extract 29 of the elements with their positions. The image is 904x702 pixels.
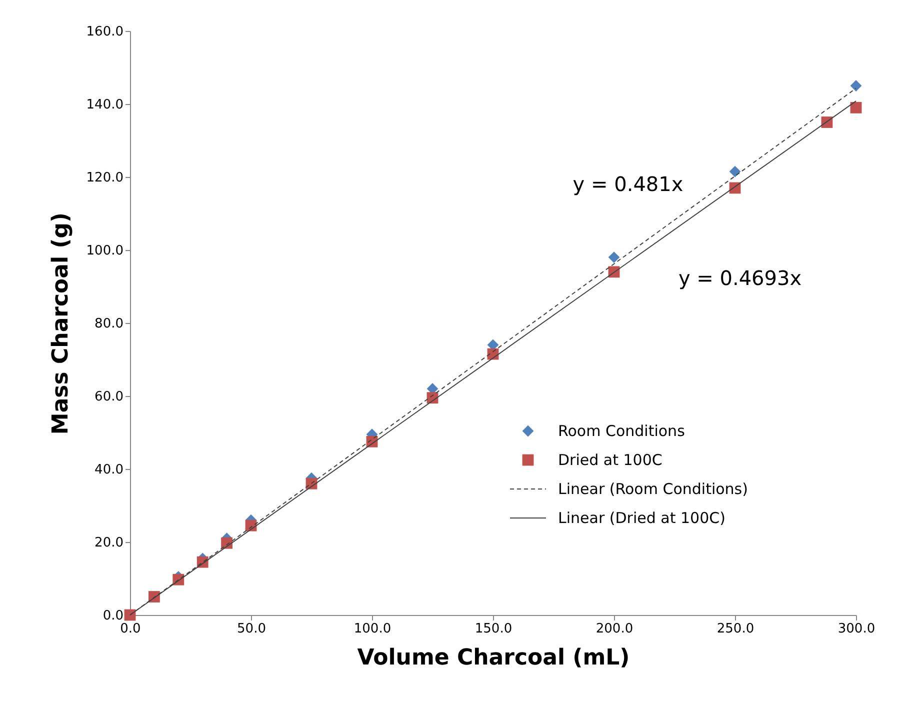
y-tick-label: 140.0 <box>86 98 124 112</box>
legend-label: Linear (Room Conditions) <box>558 480 748 498</box>
x-tick-label: 200.0 <box>596 622 634 636</box>
legend-label: Dried at 100C <box>558 451 662 469</box>
y-tick-label: 40.0 <box>94 462 124 478</box>
x-tick-label: 100.0 <box>354 622 392 636</box>
y-axis-title: Mass Charcoal (g) <box>48 212 74 435</box>
legend-label: Room Conditions <box>558 422 686 440</box>
y-tick-label: 0.0 <box>102 608 124 624</box>
x-tick-label: 300.0 <box>838 622 876 636</box>
x-axis-title: Volume Charcoal (mL) <box>357 646 630 670</box>
point <box>608 252 620 263</box>
y-tick-label: 100.0 <box>86 244 124 258</box>
y-tick-label: 20.0 <box>94 536 124 550</box>
point <box>729 166 741 178</box>
point <box>124 609 136 621</box>
y-tick-label: 80.0 <box>94 316 124 332</box>
x-tick-label: 0.0 <box>120 622 141 636</box>
legend-label: Linear (Dried at 100C) <box>558 509 726 527</box>
x-tick-label: 150.0 <box>474 622 512 636</box>
point <box>850 80 862 92</box>
x-tick-label: 50.0 <box>237 622 266 636</box>
point <box>850 102 862 114</box>
y-tick-label: 160.0 <box>86 24 124 40</box>
y-tick-label: 60.0 <box>94 390 124 404</box>
annotation: y = 0.4693x <box>678 266 802 290</box>
y-tick-label: 120.0 <box>86 170 124 186</box>
annotation: y = 0.481x <box>572 172 684 196</box>
x-tick-label: 250.0 <box>716 622 754 636</box>
